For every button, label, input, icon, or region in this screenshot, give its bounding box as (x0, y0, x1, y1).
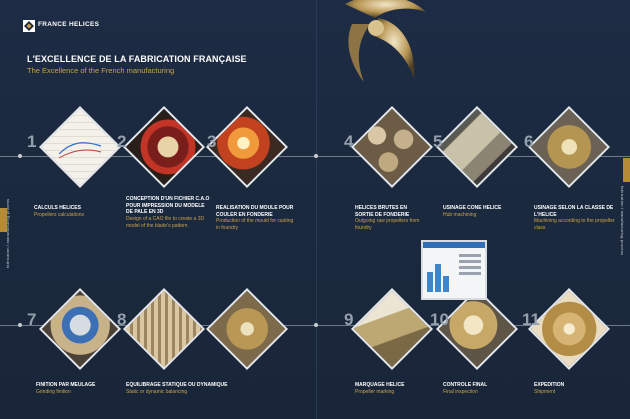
step-3-number: 3 (207, 132, 217, 151)
step-1-image (38, 105, 122, 189)
propeller-hero-image (345, 0, 426, 82)
step-3-image (205, 105, 289, 189)
step-4-image (350, 105, 434, 189)
step-6-title: USINAGE SELON LA CLASSE DE L'HELICE (534, 205, 614, 218)
side-label-right: fabrication / manufacturing process (620, 186, 625, 256)
line-dot (18, 154, 22, 158)
step-2-title: CONCEPTION D'UN FICHIER C.A.O POUR IMPRE… (126, 196, 210, 215)
step-10-subtitle: Final inspection (443, 389, 478, 395)
step-8-subtitle: Static or dynamic balancing (126, 389, 188, 395)
step-1-subtitle: Propellers calculations (34, 212, 85, 218)
step-11-number: 11 (522, 310, 540, 329)
line-dot (18, 323, 22, 327)
step-6-subtitle: Machining according to the propeller cla… (534, 218, 615, 231)
step-7-image (38, 287, 122, 371)
step-8-title: EQUILIBRAGE STATIQUE OU DYNAMIQUE (126, 382, 228, 388)
step-6-number: 6 (524, 132, 534, 151)
side-label-left: fabrication / manufacturing process (5, 198, 10, 268)
line-dot (314, 154, 318, 158)
step-4-subtitle: Outgoing raw propellers from foundry (355, 218, 420, 231)
line-dot (314, 323, 318, 327)
brand-logo-icon (23, 20, 35, 32)
step-9-image (350, 287, 434, 371)
step-4-title: HELICES BRUTES EN SORTIE DE FONDERIE (355, 205, 410, 218)
inspection-software-screenshot (421, 240, 487, 300)
brand-name: FRANCE HELICES (38, 21, 100, 28)
inspection-chart-icon (427, 254, 481, 292)
step-6-image (527, 105, 611, 189)
step-2-image (122, 105, 206, 189)
step-9-subtitle: Propeller marking (355, 389, 395, 395)
step-8b-image (205, 287, 289, 371)
screen-titlebar (423, 242, 485, 248)
step-11-subtitle: Shipment (534, 389, 556, 395)
step-9-title: MARQUAGE HELICE (355, 382, 405, 388)
step-3-title: REALISATION DU MOULE POUR COULER EN FOND… (216, 205, 294, 218)
step-1-number: 1 (27, 132, 37, 151)
step-11-title: EXPEDITION (534, 382, 565, 388)
page-title: L'EXCELLENCE DE LA FABRICATION FRANÇAISE (27, 54, 247, 64)
step-9-number: 9 (344, 310, 354, 329)
step-8-image (122, 287, 206, 371)
step-1-title: CALCULS HELICES (34, 205, 81, 211)
step-5-subtitle: Hub machining (443, 212, 477, 218)
page-fold (316, 0, 317, 419)
step-7-number: 7 (27, 310, 37, 329)
step-5-image (435, 105, 519, 189)
side-tab-right (623, 158, 630, 182)
page-subtitle: The Excellence of the French manufacturi… (27, 66, 175, 75)
step-3-subtitle: Production of the mould for casting in f… (216, 218, 294, 231)
step-2-number: 2 (117, 132, 127, 151)
step-4-number: 4 (344, 132, 354, 151)
step-8-number: 8 (117, 310, 127, 329)
step-7-subtitle: Grinding finition (36, 389, 71, 395)
step-10-title: CONTROLE FINAL (443, 382, 488, 388)
side-tab-left (0, 208, 7, 232)
step-5-title: USINAGE CONE HELICE (443, 205, 502, 211)
step-2-subtitle: Design of a CAO file to create a 3D mode… (126, 216, 205, 229)
step-11-image (527, 287, 611, 371)
step-10-number: 10 (430, 310, 449, 329)
step-5-number: 5 (433, 132, 443, 151)
step-7-title: FINITION PAR MEULAGE (36, 382, 96, 388)
